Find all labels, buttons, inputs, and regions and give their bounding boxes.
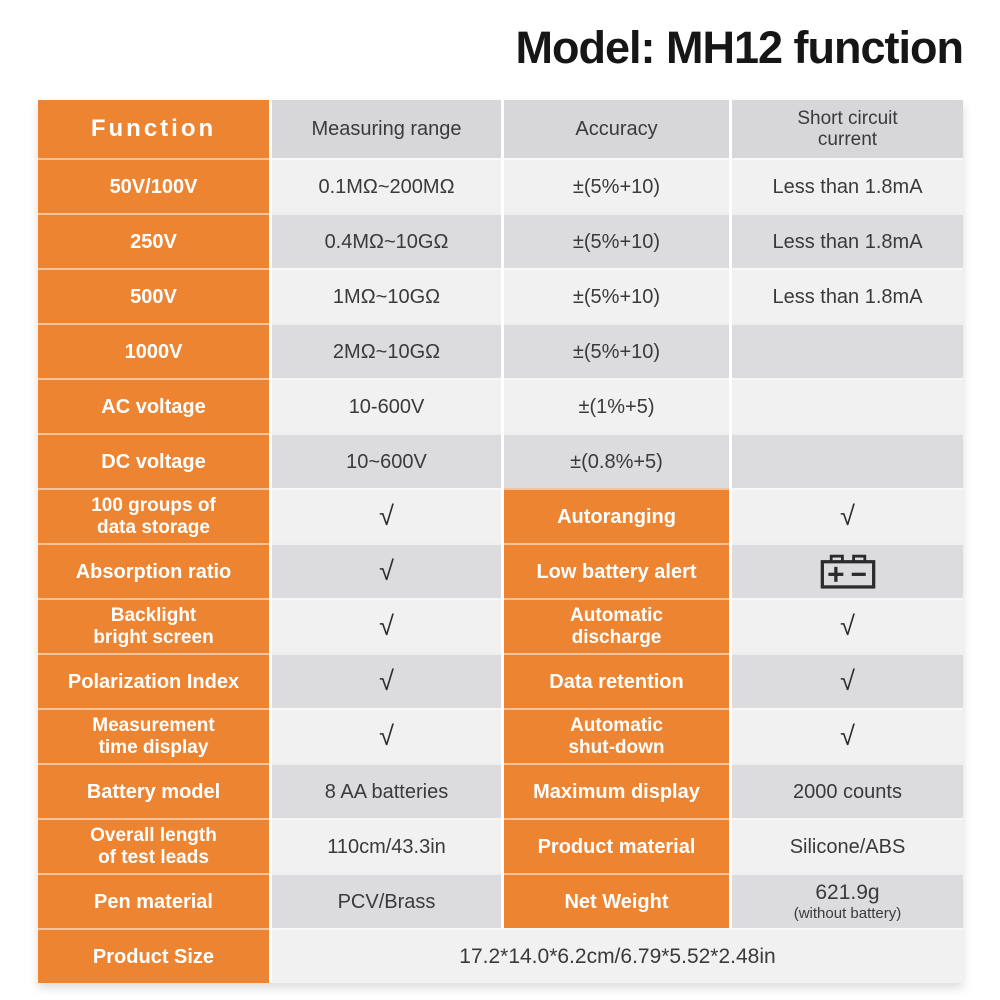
row-label: Overall length of test leads <box>38 818 269 873</box>
feature-label: Net Weight <box>504 873 729 928</box>
page-title: Model: MH12 function <box>515 22 964 73</box>
short-circuit-value: Less than 1.8mA <box>732 213 963 268</box>
label-line: of test leads <box>98 846 209 868</box>
empty-cell <box>732 378 963 433</box>
spec-value: PCV/Brass <box>272 873 501 928</box>
check-mark: √ <box>732 653 963 708</box>
battery-icon <box>820 554 875 589</box>
measuring-range-value: 10-600V <box>272 378 501 433</box>
row-label: 100 groups of data storage <box>38 488 269 543</box>
label-line: Automatic <box>570 715 663 737</box>
header-line: Short circuit <box>797 107 898 129</box>
row-label: Polarization Index <box>38 653 269 708</box>
measuring-range-value: 1MΩ~10GΩ <box>272 268 501 323</box>
label-line: 100 groups of <box>91 495 216 517</box>
measuring-range-value: 2MΩ~10GΩ <box>272 323 501 378</box>
col-header-measuring-range: Measuring range <box>272 100 501 158</box>
label-line: discharge <box>571 626 662 648</box>
label-line: Measurement <box>92 715 215 737</box>
measuring-range-value: 0.1MΩ~200MΩ <box>272 158 501 213</box>
short-circuit-value: Less than 1.8mA <box>732 158 963 213</box>
row-label: Absorption ratio <box>38 543 269 598</box>
check-mark: √ <box>732 708 963 763</box>
check-mark: √ <box>732 598 963 653</box>
label-line: shut-down <box>568 736 665 758</box>
accuracy-value: ±(5%+10) <box>504 323 729 378</box>
row-label: 250V <box>38 213 269 268</box>
row-label: 1000V <box>38 323 269 378</box>
row-label: AC voltage <box>38 378 269 433</box>
measuring-range-value: 0.4MΩ~10GΩ <box>272 213 501 268</box>
row-label: Product Size <box>38 928 269 983</box>
spec-table: Function Measuring range Accuracy Short … <box>38 100 963 983</box>
weight-value: 621.9g <box>815 880 880 904</box>
empty-cell <box>732 433 963 488</box>
label-line: Backlight <box>110 605 197 627</box>
spec-value: 8 AA batteries <box>272 763 501 818</box>
feature-label: Data retention <box>504 653 729 708</box>
check-mark: √ <box>272 488 501 543</box>
empty-cell <box>732 323 963 378</box>
row-label: 50V/100V <box>38 158 269 213</box>
row-label: Pen material <box>38 873 269 928</box>
net-weight-value: 621.9g (without battery) <box>732 873 963 928</box>
spec-value: 2000 counts <box>732 763 963 818</box>
spec-value: 110cm/43.3in <box>272 818 501 873</box>
row-label: Battery model <box>38 763 269 818</box>
col-header-accuracy: Accuracy <box>504 100 729 158</box>
accuracy-value: ±(5%+10) <box>504 158 729 213</box>
accuracy-value: ±(5%+10) <box>504 213 729 268</box>
feature-label: Automatic discharge <box>504 598 729 653</box>
col-header-function: Function <box>38 100 269 158</box>
check-mark: √ <box>272 543 501 598</box>
col-header-short-circuit-current: Short circuit current <box>732 100 963 158</box>
label-line: bright screen <box>93 626 214 648</box>
header-line: current <box>817 129 878 150</box>
check-mark: √ <box>272 708 501 763</box>
spec-value: Silicone/ABS <box>732 818 963 873</box>
feature-label: Maximum display <box>504 763 729 818</box>
row-label: 500V <box>38 268 269 323</box>
check-mark: √ <box>272 598 501 653</box>
check-mark: √ <box>272 653 501 708</box>
row-label: Backlight bright screen <box>38 598 269 653</box>
label-line: Automatic <box>570 605 663 627</box>
feature-label: Automatic shut-down <box>504 708 729 763</box>
check-mark: √ <box>732 488 963 543</box>
row-label: Measurement time display <box>38 708 269 763</box>
product-size-value: 17.2*14.0*6.2cm/6.79*5.52*2.48in <box>272 928 963 983</box>
accuracy-value: ±(1%+5) <box>504 378 729 433</box>
accuracy-value: ±(5%+10) <box>504 268 729 323</box>
measuring-range-value: 10~600V <box>272 433 501 488</box>
weight-note: (without battery) <box>793 904 902 922</box>
label-line: Overall length <box>90 825 217 847</box>
row-label: DC voltage <box>38 433 269 488</box>
feature-label: Low battery alert <box>504 543 729 598</box>
battery-cell <box>732 543 963 598</box>
feature-label: Product material <box>504 818 729 873</box>
short-circuit-value: Less than 1.8mA <box>732 268 963 323</box>
accuracy-value: ±(0.8%+5) <box>504 433 729 488</box>
label-line: data storage <box>97 516 210 538</box>
label-line: time display <box>98 736 209 758</box>
feature-label: Autoranging <box>504 488 729 543</box>
